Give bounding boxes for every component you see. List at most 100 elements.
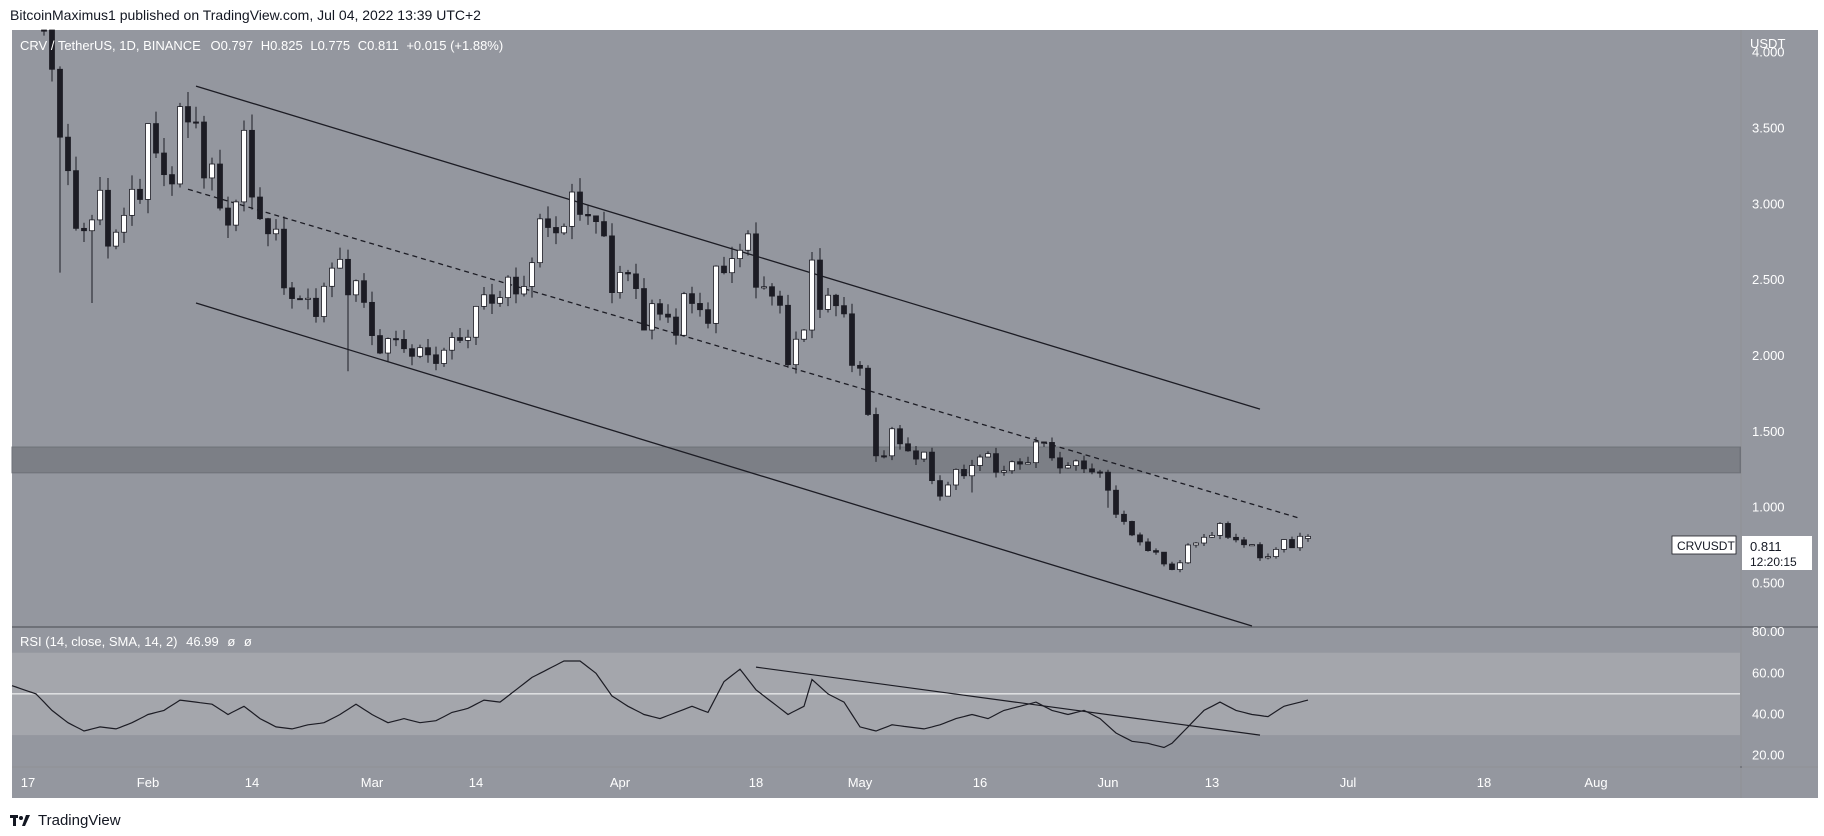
candle-down <box>513 276 519 295</box>
candle-up <box>1025 462 1031 465</box>
rsi-axis-tick: 40.00 <box>1752 707 1785 722</box>
candle-down <box>785 304 791 366</box>
candle-up <box>681 293 687 336</box>
rsi-axis-tick: 20.00 <box>1752 748 1785 763</box>
candle-up <box>921 451 927 460</box>
candle-down <box>1121 513 1127 522</box>
candle-down <box>993 453 999 473</box>
time-axis-label: 14 <box>469 775 483 790</box>
time-axis-label: 16 <box>973 775 987 790</box>
candle-up <box>529 262 535 287</box>
candle-down <box>361 280 367 303</box>
candle-up <box>129 188 135 216</box>
candle-up <box>1033 441 1039 464</box>
candle-up <box>1201 536 1207 544</box>
candle-up <box>793 338 799 366</box>
candle-down <box>1017 461 1023 465</box>
candle-up <box>505 276 511 299</box>
price-tag-value-box <box>1742 536 1812 570</box>
candle-down <box>369 301 375 336</box>
candle-down <box>201 121 207 179</box>
candle-up <box>1065 465 1071 469</box>
rsi-legend-label: RSI (14, close, SMA, 14, 2) <box>20 634 178 649</box>
candle-down <box>257 196 263 220</box>
candle-down <box>1049 442 1055 459</box>
candle-down <box>225 207 231 226</box>
candle-down <box>433 354 439 364</box>
candle-up <box>1073 460 1079 467</box>
rsi-legend-extra-1: ø <box>227 634 235 649</box>
legend-change: +0.015 (+1.88%) <box>406 38 503 53</box>
rsi-axis-tick: 80.00 <box>1752 624 1785 639</box>
footer: TradingView <box>10 809 121 831</box>
candle-up <box>121 214 127 233</box>
time-axis-background[interactable] <box>12 768 1740 798</box>
candle-down <box>137 188 143 200</box>
candle-down <box>657 303 663 315</box>
candle-down <box>425 347 431 356</box>
candle-down <box>905 443 911 452</box>
candle-up <box>521 286 527 295</box>
price-axis-background[interactable] <box>1742 30 1818 766</box>
price-axis-tick: 4.000 <box>1752 45 1785 60</box>
price-axis-unit: USDT <box>1750 36 1785 51</box>
legend-open-label: O <box>210 38 220 53</box>
price-axis-tick: 1.000 <box>1752 500 1785 515</box>
candle-up <box>569 191 575 227</box>
candle-down <box>721 265 727 274</box>
candle-down <box>633 273 639 289</box>
candle-down <box>185 106 191 123</box>
candle-up <box>561 225 567 234</box>
time-axis-label: 14 <box>245 775 259 790</box>
price-tag-value: 0.811 <box>1750 539 1782 554</box>
candle-up <box>441 349 447 364</box>
candle-down <box>545 218 551 228</box>
candle-down <box>217 163 223 209</box>
candle-down <box>1041 441 1047 444</box>
candle-down <box>753 233 759 288</box>
candle-down <box>593 215 599 223</box>
candle-up <box>449 337 455 351</box>
channel-mid-dashed-line <box>187 188 1301 519</box>
candle-up <box>825 294 831 310</box>
candle-down <box>57 68 63 138</box>
channel-lower-line <box>195 302 1253 627</box>
candle-up <box>1009 461 1015 472</box>
candle-down <box>609 235 615 293</box>
time-axis-label: Jun <box>1098 775 1119 790</box>
legend-close-value: 0.811 <box>367 38 399 53</box>
candle-up <box>481 294 487 307</box>
candle-down <box>169 174 175 185</box>
candle-up <box>889 428 895 457</box>
candle-down <box>297 298 303 301</box>
time-axis-label: Apr <box>610 775 631 790</box>
candle-down <box>49 29 55 70</box>
candle-up <box>945 484 951 497</box>
rsi-legend: RSI (14, close, SMA, 14, 2) 46.99 ø ø <box>20 634 252 649</box>
candle-down <box>833 294 839 307</box>
candle-down <box>769 286 775 297</box>
legend-high-value: 0.825 <box>270 38 303 53</box>
candle-down <box>1137 534 1143 543</box>
price-tag-symbol: CRVUSDT <box>1677 539 1735 553</box>
candle-down <box>1113 489 1119 515</box>
candle-down <box>641 288 647 331</box>
candle-down <box>345 258 351 296</box>
candle-up <box>113 231 119 247</box>
candle-down <box>625 272 631 275</box>
price-tag: CRVUSDT 0.811 12:20:15 <box>1671 535 1812 570</box>
candle-up <box>737 249 743 260</box>
candle-up <box>329 267 335 287</box>
candle-up <box>761 286 767 289</box>
candle-down <box>81 227 87 232</box>
candle-down <box>1129 521 1135 536</box>
time-axis-label: Aug <box>1584 775 1607 790</box>
candle-up <box>537 218 543 264</box>
candle-down <box>281 228 287 289</box>
candle-up <box>337 258 343 269</box>
candle-up <box>1217 523 1223 536</box>
tradingview-logo-icon <box>10 815 30 826</box>
rsi-legend-value: 46.99 <box>186 634 219 649</box>
candle-up <box>809 259 815 331</box>
